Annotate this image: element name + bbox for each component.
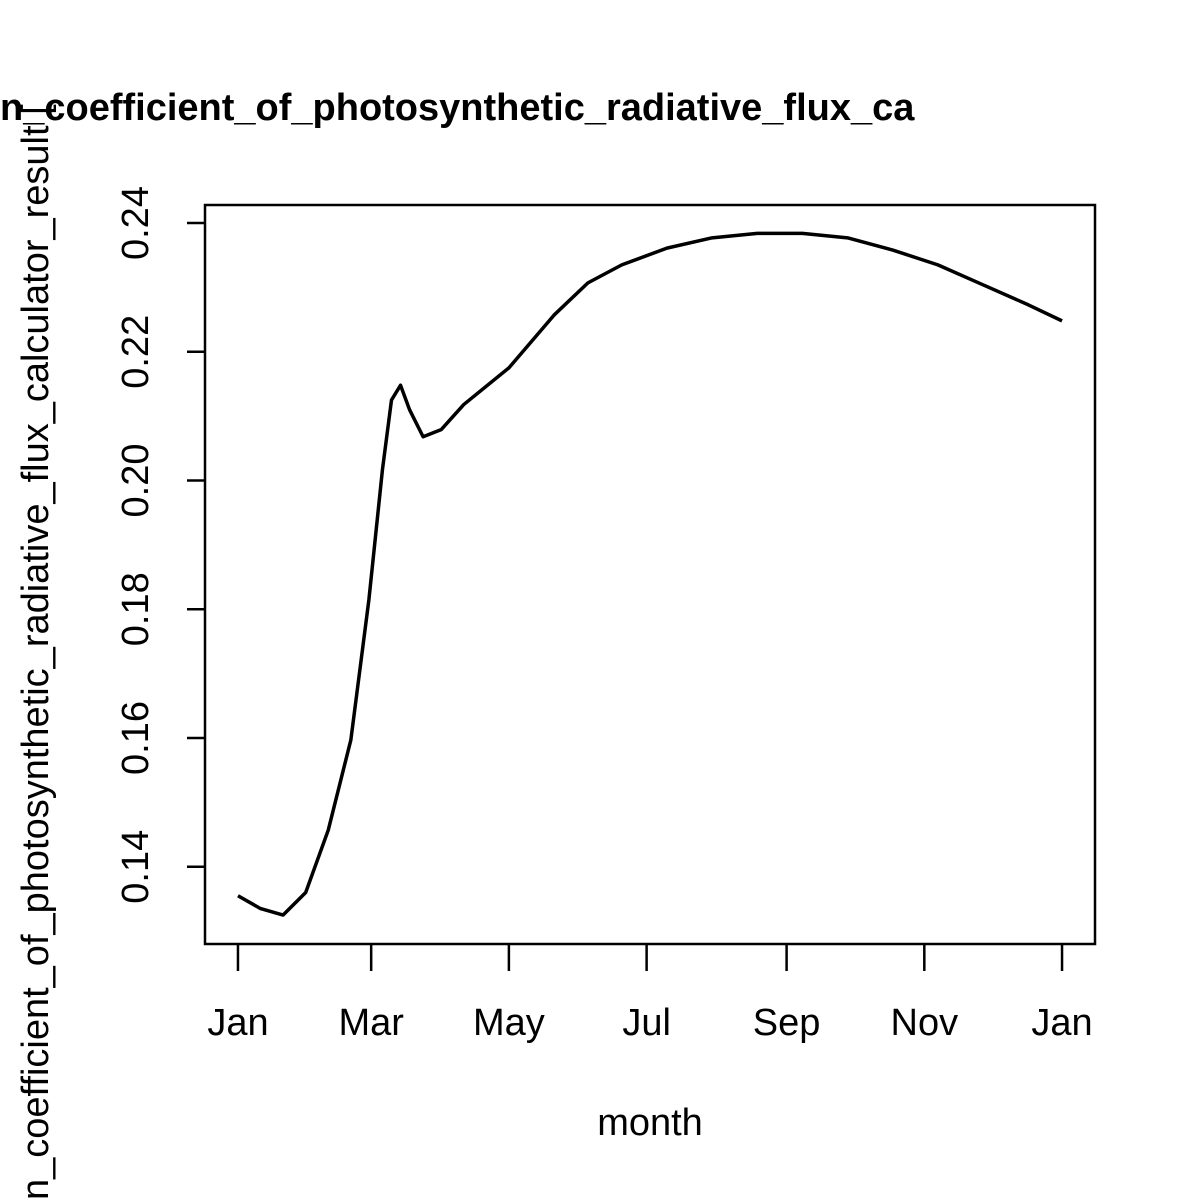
y-tick-label: 0.20 [115, 444, 157, 518]
x-tick-label: Jul [622, 1002, 671, 1044]
x-tick-label: Mar [338, 1002, 404, 1044]
x-tick-label: May [473, 1002, 545, 1044]
x-tick-label: Nov [891, 1002, 959, 1044]
y-axis-label: n_coefficient_of_photosynthetic_radiativ… [15, 104, 57, 1200]
line [237, 231, 1063, 917]
x-tick-label: Jan [1031, 1002, 1092, 1044]
chart-title: n_coefficient_of_photosynthetic_radiativ… [0, 87, 915, 129]
x-tick-label: Jan [207, 1002, 268, 1044]
y-tick-label: 0.24 [115, 186, 157, 260]
x-tick-label: Sep [753, 1002, 821, 1044]
y-tick-label: 0.22 [115, 315, 157, 389]
y-tick-label: 0.14 [115, 830, 157, 904]
y-tick-label: 0.18 [115, 572, 157, 646]
plot-box [203, 203, 1097, 946]
x-axis-label: month [597, 1102, 703, 1144]
y-tick-label: 0.16 [115, 701, 157, 775]
